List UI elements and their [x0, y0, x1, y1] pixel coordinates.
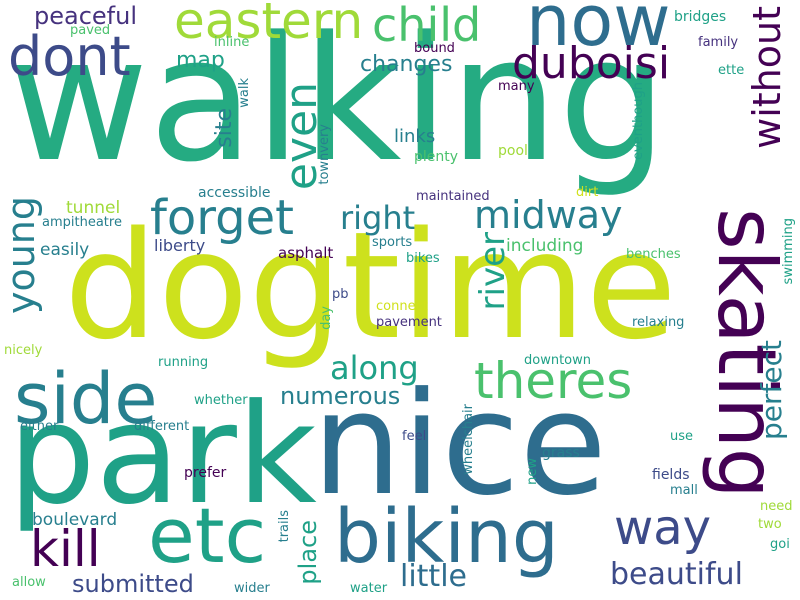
word-family: family — [698, 35, 739, 50]
word-nicely: nicely — [4, 343, 43, 358]
word-goi: goi — [770, 537, 790, 552]
word-dogtime: dogtime — [64, 200, 677, 372]
word-walking: walking — [8, 0, 668, 200]
word-skating: skating — [700, 208, 793, 499]
word-pb: pb — [332, 287, 349, 302]
word-dont: dont — [8, 25, 131, 88]
word-links: links — [394, 126, 436, 147]
word-pavement: pavement — [376, 315, 442, 330]
word-theres: theres — [474, 352, 633, 410]
word-child: child — [372, 0, 482, 52]
word-running: running — [158, 355, 209, 370]
word-changes: changes — [360, 52, 453, 77]
word-sports: sports — [372, 235, 413, 250]
word-townvery: townvery — [317, 124, 332, 185]
word-nice: nice — [312, 362, 607, 527]
word-biking: biking — [334, 494, 559, 580]
word-inline: inline — [214, 35, 250, 50]
word-ampitheatre: ampitheatre — [42, 215, 122, 230]
word-feel: feel — [402, 429, 427, 444]
word-without: without — [745, 6, 789, 149]
word-asphalt: asphalt — [278, 244, 334, 262]
word-bound: bound — [414, 41, 455, 56]
word-river: river — [473, 232, 513, 311]
word-boulevard: boulevard — [32, 510, 118, 530]
word-etc: etc — [148, 491, 267, 580]
word-pool: pool — [498, 143, 528, 159]
word-place: place — [294, 520, 322, 585]
word-walk: walk — [237, 78, 252, 108]
word-grass: grass — [542, 445, 580, 461]
word-fields: fields — [652, 467, 690, 483]
word-perfect: perfect — [755, 340, 788, 440]
word-relaxing: relaxing — [632, 315, 685, 330]
word-bridges: bridges — [674, 9, 727, 25]
word-paved: paved — [70, 23, 111, 38]
word-wider: wider — [234, 581, 270, 596]
word-kill: kill — [30, 520, 101, 578]
word-mall: mall — [670, 483, 698, 498]
word-little: little — [400, 559, 467, 594]
word-submitted: submitted — [72, 570, 194, 598]
word-way: way — [614, 500, 712, 556]
word-map: map — [176, 48, 225, 73]
word-beautiful: beautiful — [610, 557, 743, 592]
word-peaceful: peaceful — [34, 2, 137, 30]
word-including: including — [506, 236, 584, 256]
word-trails: trails — [277, 510, 292, 543]
word-liberty: liberty — [154, 236, 206, 255]
word-connect: connect — [376, 299, 428, 314]
word-tunnel: tunnel — [66, 198, 121, 218]
word-side: side — [14, 358, 158, 440]
word-prefer: prefer — [184, 465, 227, 481]
word-midway: midway — [474, 193, 623, 237]
word-allow: allow — [12, 575, 46, 590]
word-now: now — [526, 0, 671, 62]
word-whether: whether — [194, 393, 248, 408]
word-either: either — [20, 419, 59, 434]
word-different: different — [134, 419, 190, 434]
word-maintained: maintained — [416, 189, 490, 204]
word-wheelchair: wheelchair — [461, 404, 476, 475]
word-bikes: bikes — [406, 251, 440, 266]
word-dirt: dirt — [576, 185, 599, 200]
word-right: right — [340, 199, 416, 237]
word-forget: forget — [150, 190, 294, 246]
word-accessible: accessible — [198, 185, 271, 201]
word-need: need — [760, 499, 793, 514]
word-young: young — [0, 196, 43, 315]
word-ette: ette — [718, 63, 745, 78]
word-along: along — [330, 349, 419, 387]
word-downtown: downtown — [524, 353, 591, 368]
word-park: park — [8, 374, 317, 535]
word-use: use — [670, 429, 694, 444]
word-two: two — [758, 517, 782, 532]
word-numerous: numerous — [280, 382, 401, 410]
word-easily: easily — [40, 240, 90, 260]
word-eastern: eastern — [174, 0, 364, 50]
word-plenty: plenty — [414, 149, 459, 165]
word-site: site — [212, 108, 237, 148]
word-many: many — [498, 79, 535, 94]
word-water: water — [350, 581, 388, 596]
word-duboisi: duboisi — [512, 38, 671, 89]
word-eventhough: eventhough — [631, 82, 646, 160]
word-new: new — [525, 458, 540, 485]
word-benches: benches — [626, 247, 681, 262]
word-swimming: swimming — [781, 218, 796, 285]
word-day: day — [319, 306, 334, 330]
